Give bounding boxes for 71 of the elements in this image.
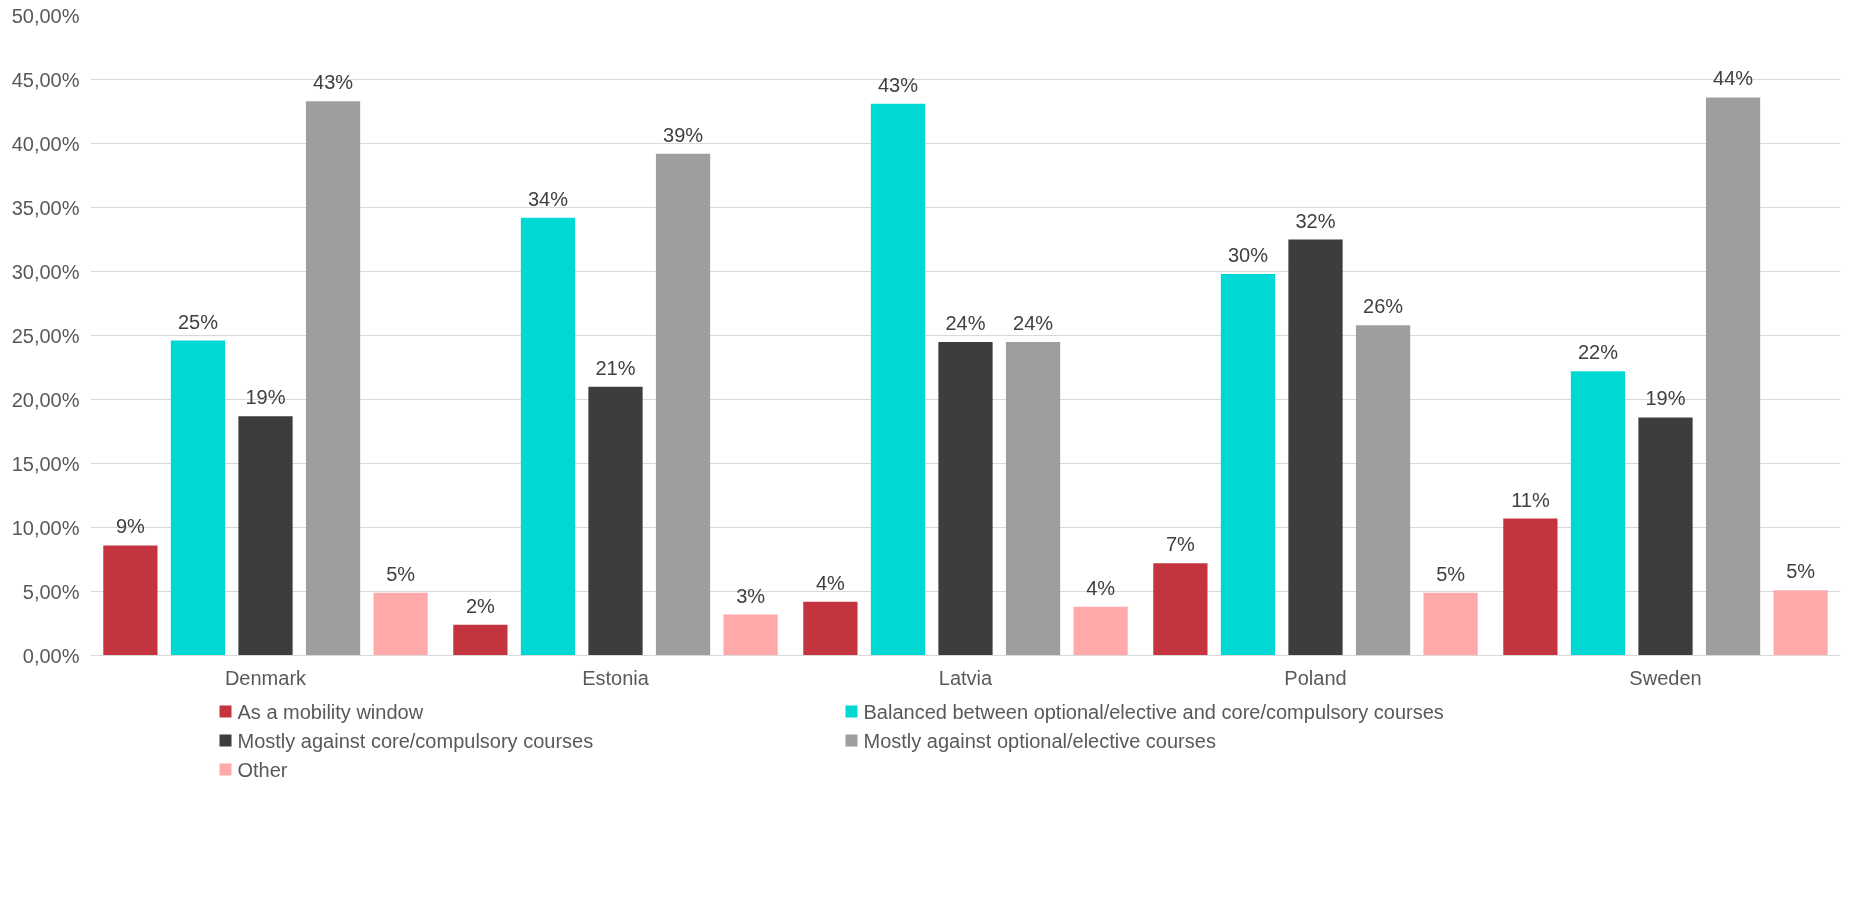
- bar: [723, 614, 778, 656]
- y-tick-label: 20,00%: [11, 388, 80, 411]
- legend-label: Balanced between optional/elective and core/compulsory courses: [863, 700, 1444, 723]
- bar: [803, 601, 858, 656]
- data-label: 32%: [1295, 209, 1336, 232]
- y-tick-label: 25,00%: [11, 324, 80, 347]
- legend-label: Mostly against optional/elective courses: [863, 729, 1216, 752]
- data-label: 22%: [1577, 341, 1619, 364]
- data-label: 7%: [1165, 533, 1196, 556]
- data-label: 5%: [1436, 562, 1466, 585]
- bar: [170, 340, 226, 656]
- data-label: 4%: [1086, 576, 1116, 599]
- bar: [373, 592, 428, 656]
- x-tick-label: Sweden: [1629, 666, 1702, 689]
- y-tick-label: 40,00%: [11, 132, 80, 155]
- bar: [1073, 606, 1128, 656]
- data-label: 34%: [527, 187, 569, 210]
- data-label: 43%: [877, 73, 919, 96]
- x-tick-label: Poland: [1284, 666, 1347, 689]
- legend-label: Mostly against core/compulsory courses: [237, 729, 594, 752]
- bar: [520, 217, 576, 656]
- data-label: 30%: [1227, 244, 1269, 267]
- data-label: 44%: [1713, 67, 1754, 90]
- y-tick-label: 5,00%: [22, 580, 80, 603]
- bar: [588, 386, 643, 656]
- bar: [103, 545, 158, 656]
- bar: [453, 624, 508, 656]
- data-label: 4%: [815, 571, 846, 594]
- data-label: 3%: [736, 584, 766, 607]
- x-tick-label: Latvia: [938, 666, 994, 689]
- bar: [1153, 563, 1208, 656]
- bar: [1705, 97, 1761, 656]
- y-tick-label: 0,00%: [22, 644, 80, 667]
- bar: [1503, 518, 1558, 656]
- y-tick-label: 35,00%: [11, 196, 80, 219]
- y-tick-label: 15,00%: [11, 452, 80, 475]
- data-label: 11%: [1511, 488, 1550, 511]
- y-tick-label: 50,00%: [11, 4, 80, 27]
- bar: [1638, 417, 1693, 656]
- data-label: 2%: [465, 594, 496, 617]
- data-label: 9%: [115, 515, 146, 538]
- data-label: 43%: [313, 71, 354, 94]
- bar: [1220, 274, 1276, 656]
- x-tick-label: Estonia: [582, 666, 650, 689]
- x-tick-label: Denmark: [224, 666, 308, 689]
- bar: [305, 101, 361, 656]
- bar: [1005, 341, 1061, 656]
- data-label: 19%: [245, 386, 286, 409]
- y-tick-label: 45,00%: [11, 68, 80, 91]
- data-label: 24%: [945, 311, 986, 334]
- bar: [655, 153, 711, 656]
- bar: [1570, 371, 1626, 656]
- bar: [1423, 592, 1478, 656]
- y-tick-label: 10,00%: [11, 516, 80, 539]
- data-label: 25%: [177, 310, 219, 333]
- bar: [1355, 325, 1411, 656]
- legend-label: As a mobility window: [237, 700, 424, 723]
- y-tick-label: 30,00%: [11, 260, 80, 283]
- bar: [238, 416, 293, 656]
- data-label: 26%: [1363, 295, 1404, 318]
- data-label: 21%: [595, 356, 636, 379]
- data-label: 39%: [663, 123, 704, 146]
- bar: [1773, 590, 1828, 656]
- data-label: 24%: [1013, 311, 1054, 334]
- data-label: 19%: [1645, 387, 1686, 410]
- bar: [1288, 239, 1343, 656]
- data-label: 5%: [1786, 560, 1816, 583]
- legend-label: Other: [237, 758, 288, 781]
- bar: [870, 103, 926, 656]
- bar: [938, 341, 993, 656]
- data-label: 5%: [386, 562, 416, 585]
